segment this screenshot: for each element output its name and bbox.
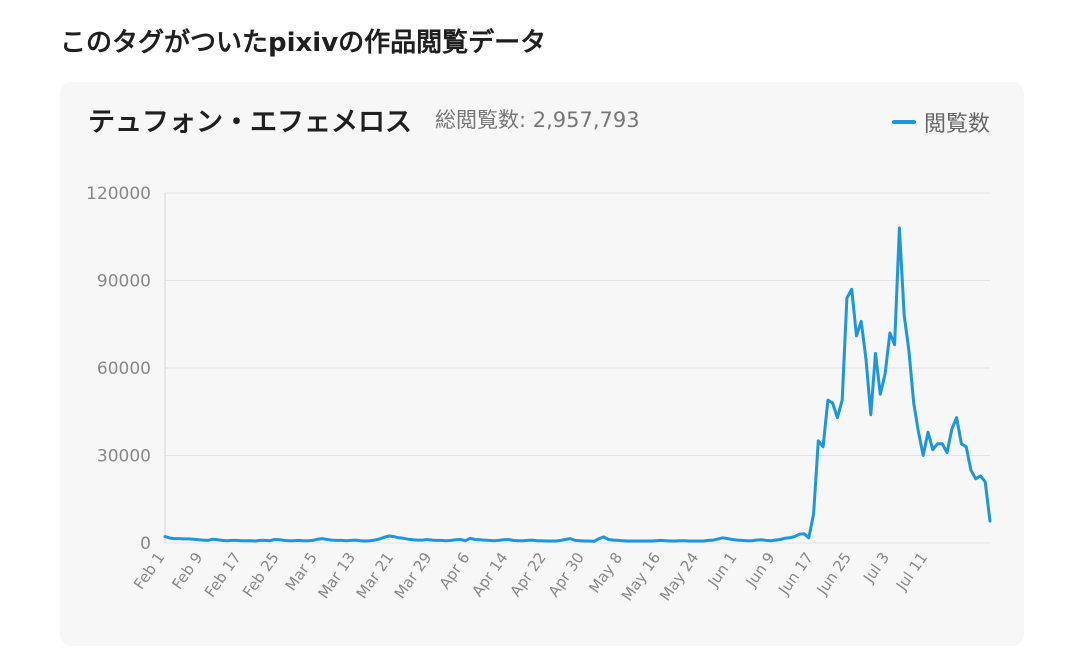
x-tick-label: Jul 3 — [859, 549, 893, 587]
x-tick-label: Jun 1 — [704, 549, 741, 591]
x-tick-label: Mar 5 — [282, 549, 321, 594]
x-tick-label: Feb 9 — [168, 549, 206, 593]
x-tick-label: Feb 25 — [239, 549, 283, 601]
x-tick-label: Jun 17 — [774, 549, 816, 599]
x-tick-label: Feb 1 — [130, 549, 168, 593]
x-tick-label: Mar 21 — [353, 549, 398, 602]
chart-title: テュフォン・エフェメロス — [88, 107, 412, 138]
x-tick-label: Mar 29 — [391, 549, 436, 602]
x-tick-label: May 16 — [618, 549, 664, 604]
x-tick-label: Apr 6 — [436, 549, 474, 592]
series-layer — [163, 226, 992, 543]
grid-lines — [164, 192, 990, 544]
y-axis-ticks: 0 30000 60000 90000 120000 — [86, 184, 151, 554]
series-line-views[interactable] — [163, 226, 992, 543]
x-tick-label: Jun 9 — [742, 549, 779, 591]
total-views: 総閲覧数: 2,957,793 — [435, 108, 640, 132]
x-tick-label: Jul 11 — [892, 549, 931, 595]
x-tick-label: May 8 — [585, 549, 626, 596]
y-tick-label: 60000 — [97, 359, 151, 379]
legend-label: 閲覧数 — [923, 112, 990, 137]
x-tick-label: Jun 25 — [813, 549, 855, 599]
x-tick-label: Feb 17 — [201, 549, 245, 601]
y-tick-label: 90000 — [97, 272, 151, 292]
x-tick-label: May 24 — [656, 549, 702, 604]
y-tick-label: 30000 — [97, 447, 151, 467]
x-tick-label: Apr 22 — [506, 549, 549, 600]
y-tick-label: 0 — [140, 534, 151, 554]
x-tick-label: Apr 14 — [468, 549, 511, 600]
legend[interactable]: 閲覧数 — [891, 106, 990, 138]
x-tick-label: Apr 30 — [545, 549, 588, 600]
legend-swatch — [891, 120, 916, 124]
y-tick-label: 120000 — [86, 184, 151, 204]
section-title: このタグがついたpixivの作品閲覧データ — [60, 28, 547, 58]
x-tick-label: Mar 13 — [314, 549, 359, 602]
chart-card: 0 30000 60000 90000 120000 Feb 1 Feb 9 Feb 17 F… — [60, 82, 1024, 646]
